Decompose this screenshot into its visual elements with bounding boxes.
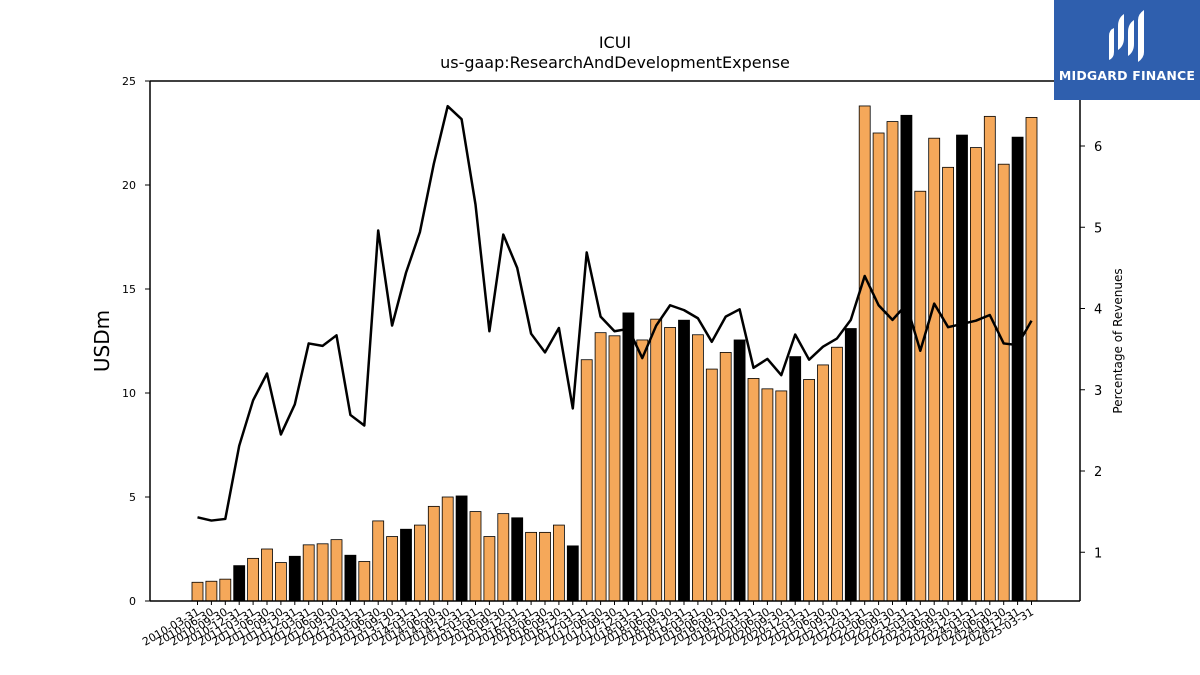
bar (580, 359, 593, 602)
bar (330, 539, 343, 602)
y2-tick-label: 1 (1094, 546, 1102, 561)
bar (678, 319, 690, 602)
bar (650, 318, 663, 602)
chart-title: ICUI (599, 33, 631, 52)
bar (469, 511, 482, 602)
bar (413, 524, 426, 602)
y2-tick-label: 6 (1094, 140, 1102, 155)
bar (344, 554, 357, 602)
bar (900, 114, 913, 602)
bar (274, 562, 287, 602)
bar (483, 536, 496, 602)
y2-tick-label: 5 (1094, 221, 1102, 236)
bar (928, 137, 941, 602)
bar (914, 190, 927, 602)
bar (441, 496, 454, 602)
bar (205, 580, 218, 602)
bar (400, 528, 412, 602)
bar (733, 339, 746, 602)
bar (747, 378, 760, 602)
bar (886, 121, 899, 602)
logo-text: MIDGARD FINANCE (1058, 68, 1196, 83)
bar (525, 531, 537, 602)
midgard-m-logo-icon (1109, 10, 1144, 62)
bar (692, 334, 704, 602)
bar (566, 545, 579, 602)
y-tick-label: 0 (129, 595, 136, 608)
chart-subtitle: us-gaap:ResearchAndDevelopmentExpense (440, 53, 790, 72)
bar (817, 364, 829, 602)
bar (302, 544, 315, 602)
y2-tick-label: 3 (1094, 384, 1102, 399)
bar (831, 346, 843, 602)
bar (942, 166, 954, 602)
bar (803, 379, 815, 602)
bar (983, 115, 996, 602)
bar (261, 548, 273, 602)
bar (956, 134, 968, 602)
y2-tick-label: 4 (1094, 303, 1102, 318)
right-y-axis: 1 2 3 4 5 6 (1080, 140, 1102, 561)
y-tick-label: 5 (129, 491, 136, 504)
bar (858, 105, 871, 602)
left-y-axis: 0 5 10 15 20 25 (122, 75, 150, 608)
bar (427, 505, 440, 602)
bar (844, 328, 857, 602)
bar (288, 555, 301, 602)
bar (872, 132, 885, 602)
bar (789, 356, 802, 602)
bar (705, 368, 718, 602)
y-tick-label: 25 (122, 75, 136, 88)
bar (1011, 136, 1024, 602)
bar (497, 513, 510, 602)
bar (191, 581, 204, 602)
percentage-of-revenues-line (197, 104, 1033, 522)
bar (664, 327, 676, 602)
x-axis: 2010-03-312010-06-302010-09-302010-12-31… (140, 601, 1036, 649)
bar (539, 531, 551, 602)
bar (247, 557, 260, 602)
bar (775, 390, 788, 602)
bar (761, 388, 774, 602)
y-axis-label: USDm (90, 310, 114, 372)
bar (622, 312, 635, 602)
bar (719, 352, 732, 602)
bar (219, 578, 232, 602)
y-tick-label: 15 (122, 283, 136, 296)
bar (997, 163, 1010, 602)
bar (372, 520, 385, 602)
y2-axis-label: Percentage of Revenues (1111, 268, 1125, 413)
y-tick-label: 20 (122, 179, 136, 192)
bar (455, 495, 468, 602)
bar (608, 335, 621, 602)
bar (233, 565, 246, 602)
bar (386, 536, 399, 602)
bar (316, 543, 329, 602)
y-tick-label: 10 (122, 387, 136, 400)
midgard-finance-logo: MIDGARD FINANCE (1054, 0, 1200, 100)
bar (1025, 117, 1038, 602)
bar (553, 524, 565, 602)
bar (511, 517, 524, 602)
y2-tick-label: 2 (1094, 465, 1102, 480)
bars-group (191, 105, 1038, 602)
bar (594, 332, 607, 602)
bar (970, 147, 982, 602)
bar (358, 561, 371, 602)
bar (636, 339, 649, 602)
